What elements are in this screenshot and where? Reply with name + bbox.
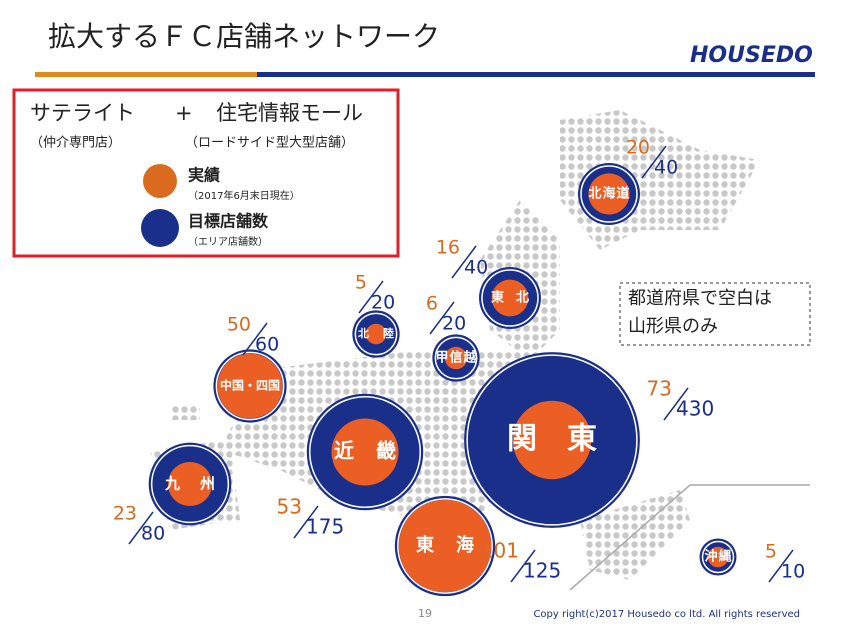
region-name: 北海道 <box>588 186 630 202</box>
logo: HOUSEDO <box>690 43 813 68</box>
legend-right-sub: （ロードサイド型大型店舗） <box>185 136 354 151</box>
actual-label: 73 <box>647 377 672 401</box>
legend-target-note: （エリア店舗数） <box>188 235 268 248</box>
actual-bubble <box>512 400 592 480</box>
rule-orange <box>35 72 257 77</box>
actual-bubble <box>588 173 630 215</box>
bubbles: 北海道2040東北1640北陸520甲信越620中国・四国5060関東73430… <box>113 137 805 597</box>
region-name: 甲信越 <box>435 350 477 366</box>
fraction-slash <box>768 549 794 583</box>
bubble-ring <box>308 395 422 509</box>
target-label: 175 <box>306 515 344 539</box>
bubble-ring <box>150 444 230 524</box>
actual-label: 16 <box>436 237 460 259</box>
region-name: 関東 <box>507 422 627 457</box>
legend-left: サテライト <box>30 101 135 125</box>
region-name: 中国・四国 <box>220 378 280 393</box>
actual-bubble <box>365 323 387 345</box>
legend-actual: 実績 <box>188 166 220 185</box>
legend-target-swatch <box>141 209 179 247</box>
target-label: 40 <box>464 257 488 279</box>
bubble-ring <box>466 354 638 526</box>
note-line: 都道府県で空白は <box>628 288 772 309</box>
target-label: 80 <box>141 523 165 545</box>
legend-actual-swatch <box>143 164 177 198</box>
target-label: 10 <box>781 561 805 583</box>
fraction-slash <box>242 322 268 356</box>
legend-box <box>12 88 400 258</box>
target-label: 430 <box>676 397 714 421</box>
note-line: 山形県のみ <box>628 316 718 337</box>
title: 拡大するＦＣ店舗ネットワーク <box>48 20 440 53</box>
fraction-slash <box>358 280 384 314</box>
bubble-ring <box>354 312 398 356</box>
actual-label: 23 <box>113 503 137 525</box>
actual-label: 50 <box>227 314 251 336</box>
page-number: 19 <box>418 607 432 620</box>
target-label: 40 <box>654 157 678 179</box>
legend-right: 住宅情報モール <box>216 101 363 125</box>
fraction-slash <box>429 301 455 335</box>
fraction-slash <box>641 145 667 179</box>
actual-bubble <box>167 461 213 507</box>
actual-bubble <box>217 353 283 419</box>
region-name: 北陸 <box>358 326 408 340</box>
actual-label: 20 <box>626 137 650 159</box>
target-label: 60 <box>255 334 279 356</box>
region-name: 東海 <box>416 534 496 556</box>
actual-bubble <box>398 499 492 593</box>
fraction-slash <box>663 387 689 421</box>
bubble-ring <box>434 336 478 380</box>
actual-label: 101 <box>481 539 519 563</box>
region-name: 東北 <box>491 290 541 306</box>
fraction-slash <box>128 511 154 545</box>
copyright: Copy right(c)2017 Housedo co ltd. All ri… <box>533 609 800 620</box>
actual-label: 53 <box>277 495 302 519</box>
target-label: 20 <box>442 313 466 335</box>
actual-bubble <box>491 279 529 317</box>
rule-navy <box>257 72 815 77</box>
region-name: 近畿 <box>334 439 418 463</box>
fraction-slash <box>510 549 536 583</box>
actual-bubble <box>707 546 729 568</box>
fraction-slash <box>451 245 477 279</box>
actual-bubble <box>331 418 399 486</box>
target-label: 125 <box>523 559 561 583</box>
legend-plus: + <box>175 101 193 125</box>
actual-label: 5 <box>765 541 777 563</box>
legend-actual-note: （2017年6月末日現在） <box>188 189 300 202</box>
fraction-slash <box>293 505 319 539</box>
bubble-ring <box>580 165 638 223</box>
actual-label: 6 <box>426 293 438 315</box>
okinawa-divider <box>569 484 691 591</box>
legend-left-sub: （仲介専門店） <box>30 136 121 151</box>
region-name: 九州 <box>164 475 235 493</box>
bubble-ring <box>481 269 539 327</box>
bubble-ring <box>215 351 285 421</box>
bubble-ring <box>701 540 735 574</box>
bubble-ring <box>397 498 493 594</box>
actual-bubble <box>444 346 468 370</box>
region-name: 沖縄 <box>704 549 732 565</box>
target-label: 20 <box>371 292 395 314</box>
note-box <box>619 282 811 346</box>
legend-target: 目標店舗数 <box>188 212 269 231</box>
actual-label: 5 <box>355 272 367 294</box>
